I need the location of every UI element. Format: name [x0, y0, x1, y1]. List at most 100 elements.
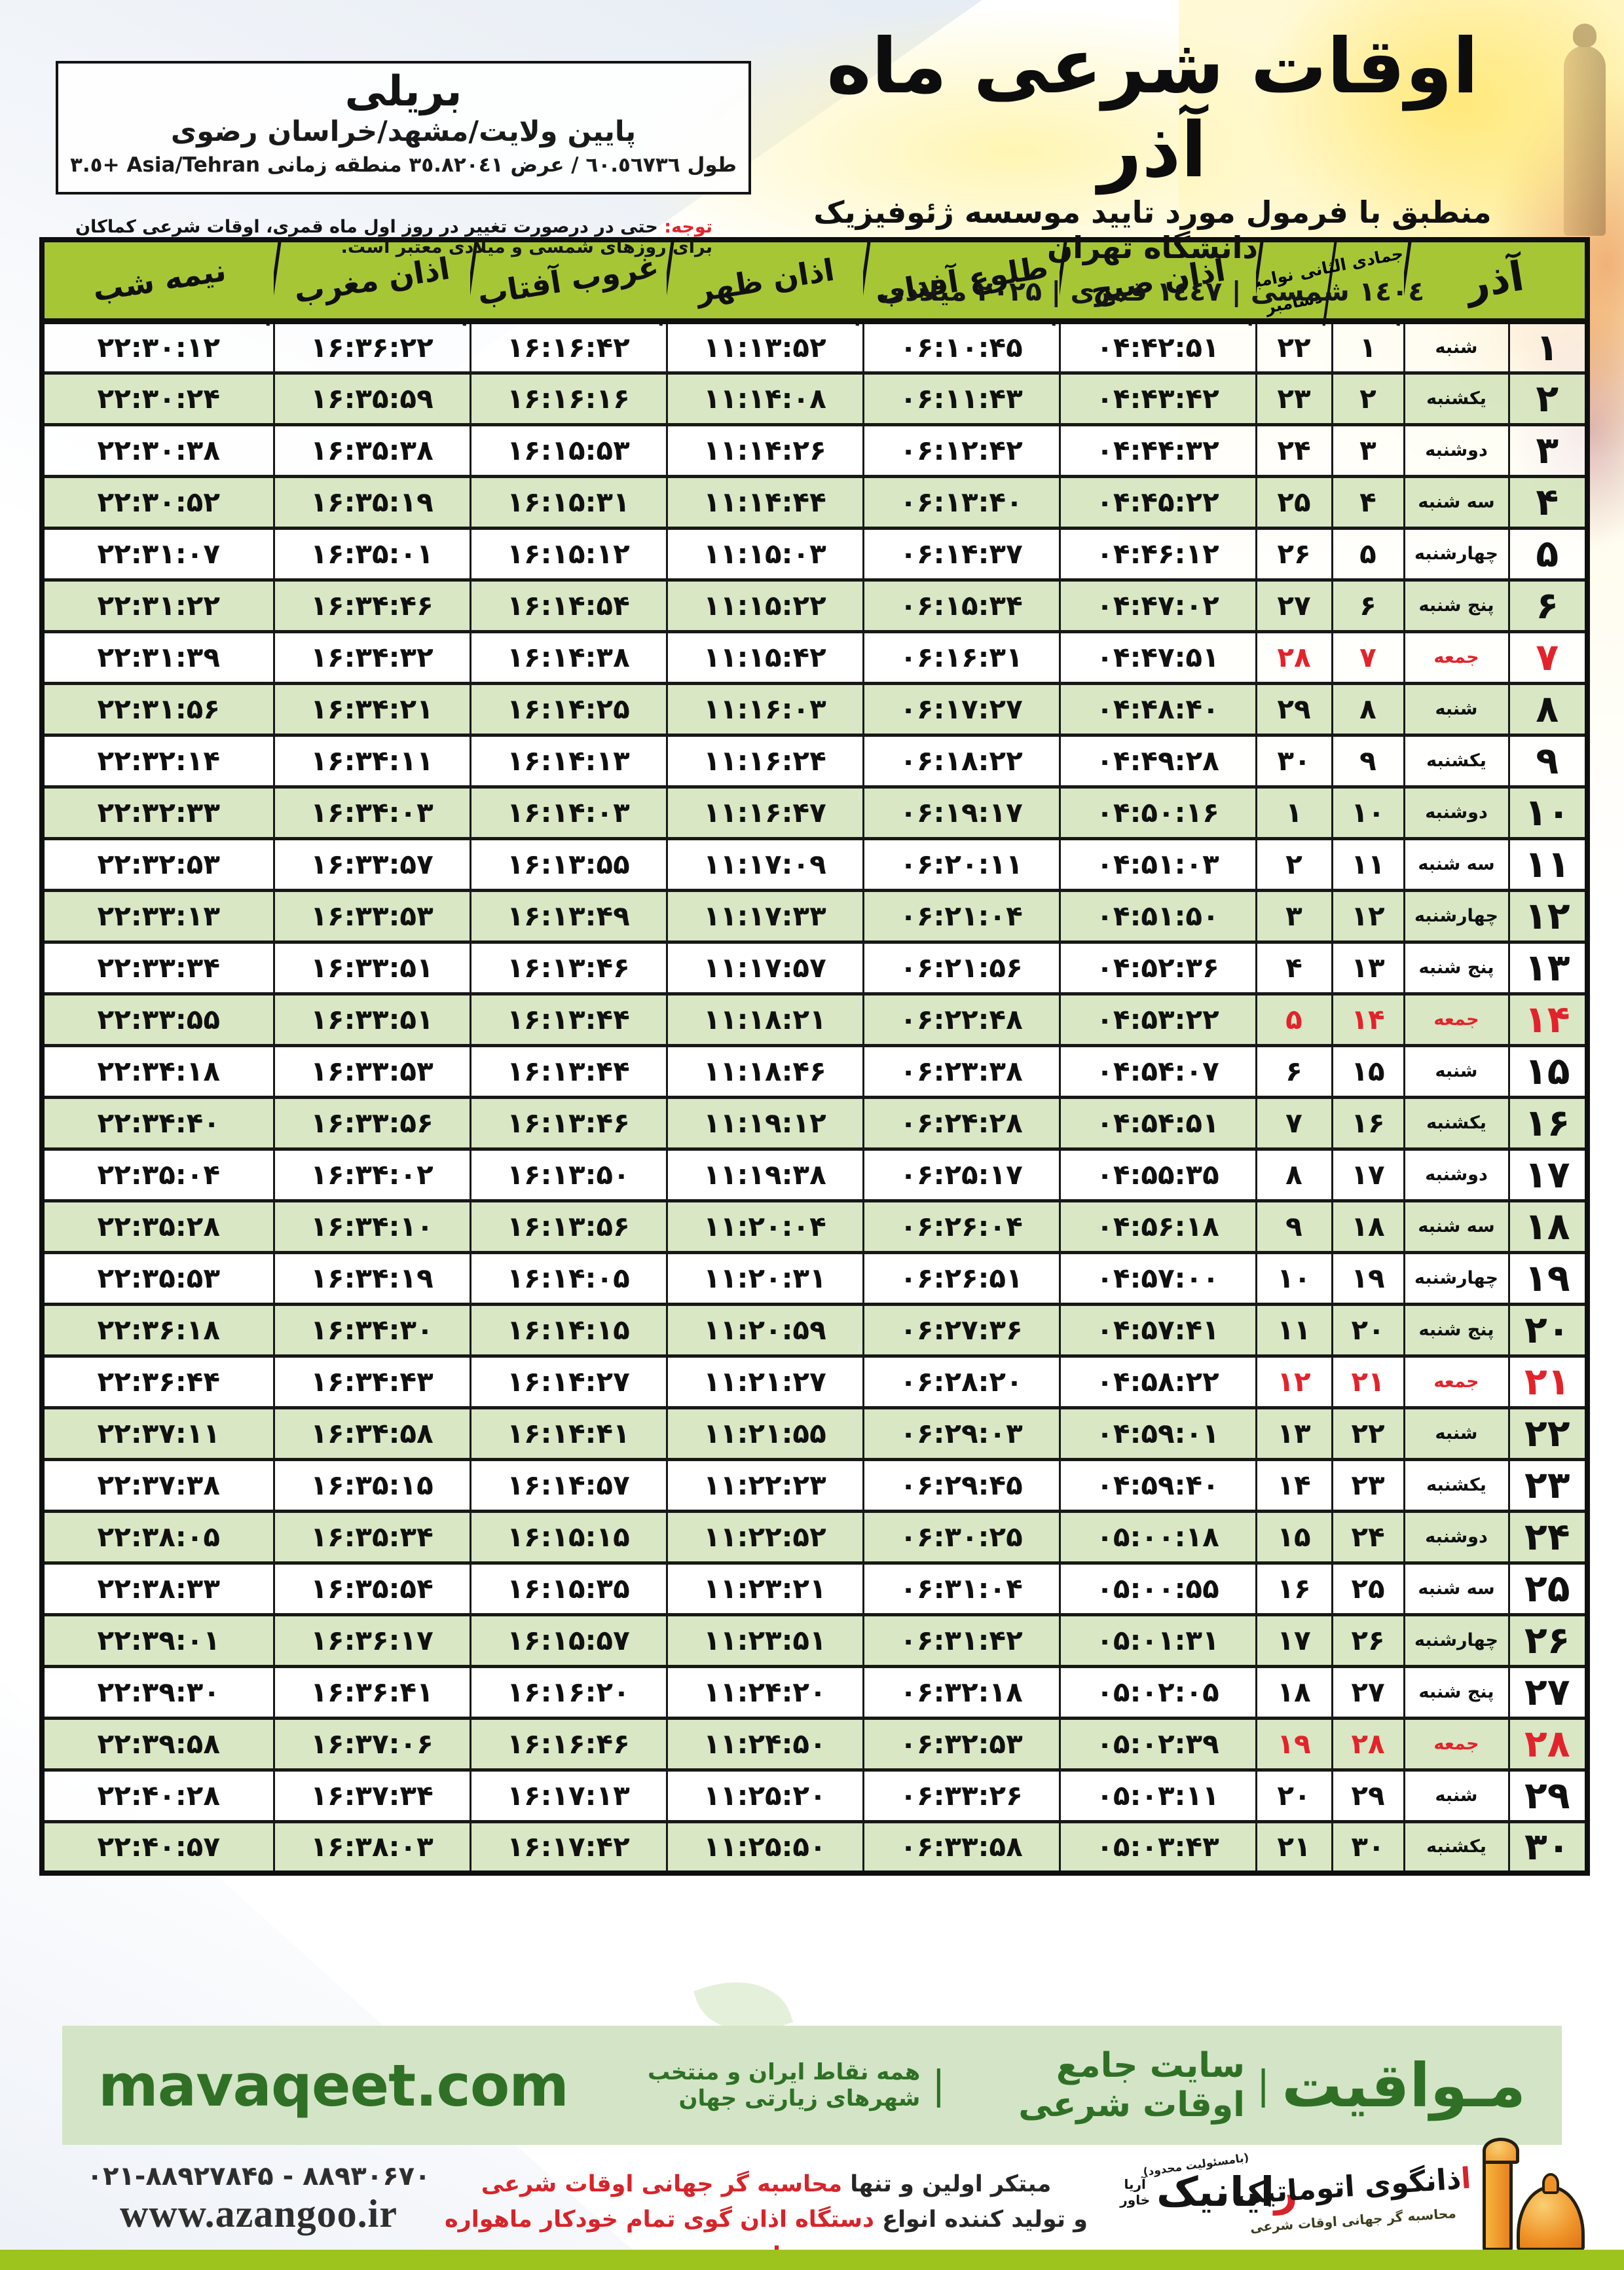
maghrib-time-cell: ۱۶:۳۴:۰۲ — [272, 1147, 471, 1202]
rayanik-subtitle: آریا خاور — [1120, 2176, 1151, 2208]
dhuhr-time-cell: ۱۱:۲۲:۲۳ — [665, 1458, 864, 1513]
maghrib-time-cell: ۱۶:۳۷:۰۶ — [272, 1717, 471, 1772]
dhuhr-time-cell: ۱۱:۱۸:۴۶ — [665, 1044, 864, 1099]
table-row: ۲ یکشنبه ۲ ۲۳ ۰۴:۴۳:۴۲ ۰۶:۱۱:۴۳ ۱۱:۱۴:۰۸… — [41, 371, 1589, 426]
dhuhr-time-cell: ۱۱:۱۹:۳۸ — [665, 1147, 864, 1202]
mavaqeet-banner: مـواقیت | سایت جامع اوقات شرعی | همه نقا… — [62, 2026, 1562, 2145]
maghrib-time-cell: ۱۶:۳۴:۴۳ — [272, 1354, 471, 1409]
maghrib-time-cell: ۱۶:۳۶:۱۷ — [272, 1613, 471, 1668]
sunrise-time-cell: ۰۶:۱۵:۳۴ — [862, 578, 1061, 633]
table-row: ۲۷ پنج شنبه ۲۷ ۱۸ ۰۵:۰۲:۰۵ ۰۶:۳۲:۱۸ ۱۱:۲… — [41, 1665, 1589, 1720]
midnight-time-cell: ۲۲:۳۰:۲۴ — [41, 371, 275, 426]
weekday-cell: چهارشنبه — [1403, 889, 1510, 944]
sunrise-time-cell: ۰۶:۲۱:۵۶ — [862, 940, 1061, 995]
dhuhr-time-cell: ۱۱:۱۳:۵۲ — [665, 320, 864, 375]
table-row: ۱ شنبه ۱ ۲۲ ۰۴:۴۲:۵۱ ۰۶:۱۰:۴۵ ۱۱:۱۳:۵۲ ۱… — [41, 320, 1589, 375]
page-subtitle: منطبق با فرمول مورد تایید موسسه ژئوفیزیک… — [813, 195, 1492, 266]
maghrib-time-cell: ۱۶:۳۴:۳۰ — [272, 1303, 471, 1358]
gregorian-day-cell: ۶ — [1255, 1044, 1333, 1099]
table-row: ۳۰ یکشنبه ۳۰ ۲۱ ۰۵:۰۳:۴۳ ۰۶:۳۳:۵۸ ۱۱:۲۵:… — [41, 1820, 1589, 1875]
lunar-day-cell: ۳۰ — [1331, 1820, 1405, 1875]
day-number-cell: ۱۶ — [1507, 1096, 1589, 1151]
midnight-time-cell: ۲۲:۳۵:۵۳ — [41, 1251, 275, 1306]
lunar-day-cell: ۱۹ — [1331, 1251, 1405, 1306]
gregorian-day-cell: ۴ — [1255, 940, 1333, 995]
dhuhr-time-cell: ۱۱:۱۶:۲۴ — [665, 734, 864, 789]
maghrib-time-cell: ۱۶:۳۶:۲۲ — [272, 320, 471, 375]
sunset-time-cell: ۱۶:۱۳:۵۵ — [469, 837, 668, 892]
table-row: ۳ دوشنبه ۳ ۲۴ ۰۴:۴۴:۳۲ ۰۶:۱۲:۴۲ ۱۱:۱۴:۲۶… — [41, 423, 1589, 478]
fajr-time-cell: ۰۴:۴۸:۴۰ — [1058, 682, 1257, 737]
sunset-time-cell: ۱۶:۱۴:۵۴ — [469, 578, 668, 633]
lunar-day-cell: ۲۶ — [1331, 1613, 1405, 1668]
lunar-day-cell: ۲۳ — [1331, 1458, 1405, 1513]
sunrise-time-cell: ۰۶:۲۶:۵۱ — [862, 1251, 1061, 1306]
fajr-time-cell: ۰۴:۴۷:۰۲ — [1058, 578, 1257, 633]
sunset-time-cell: ۱۶:۱۷:۴۲ — [469, 1820, 668, 1875]
midnight-time-cell: ۲۲:۳۳:۱۳ — [41, 889, 275, 944]
fajr-time-cell: ۰۴:۵۵:۳۵ — [1058, 1147, 1257, 1202]
dhuhr-time-cell: ۱۱:۲۲:۵۲ — [665, 1510, 864, 1565]
gregorian-day-cell: ۱۴ — [1255, 1458, 1333, 1513]
gregorian-day-cell: ۱ — [1255, 785, 1333, 840]
maghrib-time-cell: ۱۶:۳۵:۱۹ — [272, 475, 471, 530]
maghrib-time-cell: ۱۶:۳۴:۱۱ — [272, 734, 471, 789]
lunar-day-cell: ۳ — [1331, 423, 1405, 478]
fajr-time-cell: ۰۴:۴۲:۵۱ — [1058, 320, 1257, 375]
gregorian-day-cell: ۲ — [1255, 837, 1333, 892]
midnight-time-cell: ۲۲:۳۲:۵۳ — [41, 837, 275, 892]
gregorian-day-cell: ۷ — [1255, 1096, 1333, 1151]
footer-line-2: و تولید کننده انواع دستگاه اذان گوی تمام… — [445, 2206, 1088, 2268]
sunrise-time-cell: ۰۶:۳۱:۰۴ — [862, 1561, 1061, 1616]
maghrib-time-cell: ۱۶:۳۵:۵۹ — [272, 371, 471, 426]
day-number-cell: ۳۰ — [1507, 1820, 1589, 1875]
note-label: توجه: — [664, 217, 712, 237]
mavaqeet-url: mavaqeet.com — [98, 2051, 569, 2119]
gregorian-day-cell: ۵ — [1255, 992, 1333, 1047]
day-number-cell: ۲۶ — [1507, 1613, 1589, 1668]
weekday-cell: یکشنبه — [1403, 1458, 1510, 1513]
weekday-cell: دوشنبه — [1403, 423, 1510, 478]
weekday-cell: جمعه — [1403, 992, 1510, 1047]
lunar-day-cell: ۱۱ — [1331, 837, 1405, 892]
maghrib-time-cell: ۱۶:۳۵:۵۴ — [272, 1561, 471, 1616]
weekday-cell: جمعه — [1403, 1717, 1510, 1772]
dhuhr-time-cell: ۱۱:۱۷:۳۳ — [665, 889, 864, 944]
fajr-time-cell: ۰۴:۴۵:۲۲ — [1058, 475, 1257, 530]
sunset-time-cell: ۱۶:۱۵:۵۳ — [469, 423, 668, 478]
fajr-time-cell: ۰۴:۵۶:۱۸ — [1058, 1199, 1257, 1254]
table-row: ۱۴ جمعه ۱۴ ۵ ۰۴:۵۳:۲۲ ۰۶:۲۲:۴۸ ۱۱:۱۸:۲۱ … — [41, 992, 1589, 1047]
lunar-day-cell: ۱۳ — [1331, 940, 1405, 995]
sunset-time-cell: ۱۶:۱۳:۴۶ — [469, 1096, 668, 1151]
dhuhr-time-cell: ۱۱:۱۶:۰۳ — [665, 682, 864, 737]
banner-tagline-2: همه نقاط ایران و منتخب شهرهای زیارتی جها… — [647, 2059, 921, 2112]
weekday-cell: دوشنبه — [1403, 785, 1510, 840]
rayanik-logo: (بامسئولیت محدود) رایانیک آریا خاور — [1111, 2151, 1307, 2212]
weekday-cell: شنبه — [1403, 1406, 1510, 1461]
gregorian-day-cell: ۱۰ — [1255, 1251, 1333, 1306]
sunset-time-cell: ۱۶:۱۳:۴۴ — [469, 1044, 668, 1099]
weekday-cell: جمعه — [1403, 630, 1510, 685]
weekday-cell: پنج شنبه — [1403, 940, 1510, 995]
table-row: ۲۸ جمعه ۲۸ ۱۹ ۰۵:۰۲:۳۹ ۰۶:۳۲:۵۳ ۱۱:۲۴:۵۰… — [41, 1717, 1589, 1772]
table-row: ۱۳ پنج شنبه ۱۳ ۴ ۰۴:۵۲:۳۶ ۰۶:۲۱:۵۶ ۱۱:۱۷… — [41, 940, 1589, 995]
table-row: ۲۵ سه شنبه ۲۵ ۱۶ ۰۵:۰۰:۵۵ ۰۶:۳۱:۰۴ ۱۱:۲۳… — [41, 1561, 1589, 1616]
day-number-cell: ۱۲ — [1507, 889, 1589, 944]
maghrib-time-cell: ۱۶:۳۵:۳۴ — [272, 1510, 471, 1565]
prayer-table-body: ۱ شنبه ۱ ۲۲ ۰۴:۴۲:۵۱ ۰۶:۱۰:۴۵ ۱۱:۱۳:۵۲ ۱… — [41, 320, 1589, 1875]
sunrise-time-cell: ۰۶:۳۳:۵۸ — [862, 1820, 1061, 1875]
lunar-day-cell: ۹ — [1331, 734, 1405, 789]
maghrib-time-cell: ۱۶:۳۵:۰۱ — [272, 527, 471, 582]
sunrise-time-cell: ۰۶:۲۹:۴۵ — [862, 1458, 1061, 1513]
table-row: ۱۰ دوشنبه ۱۰ ۱ ۰۴:۵۰:۱۶ ۰۶:۱۹:۱۷ ۱۱:۱۶:۴… — [41, 785, 1589, 840]
fajr-time-cell: ۰۵:۰۲:۰۵ — [1058, 1665, 1257, 1720]
sunset-time-cell: ۱۶:۱۵:۵۷ — [469, 1613, 668, 1668]
weekday-cell: جمعه — [1403, 1354, 1510, 1409]
weekday-cell: سه شنبه — [1403, 1561, 1510, 1616]
dhuhr-time-cell: ۱۱:۲۵:۵۰ — [665, 1820, 864, 1875]
day-number-cell: ۱ — [1507, 320, 1589, 375]
weekday-cell: پنج شنبه — [1403, 1665, 1510, 1720]
day-number-cell: ۱۷ — [1507, 1147, 1589, 1202]
weekday-cell: سه شنبه — [1403, 837, 1510, 892]
midnight-time-cell: ۲۲:۳۸:۳۳ — [41, 1561, 275, 1616]
